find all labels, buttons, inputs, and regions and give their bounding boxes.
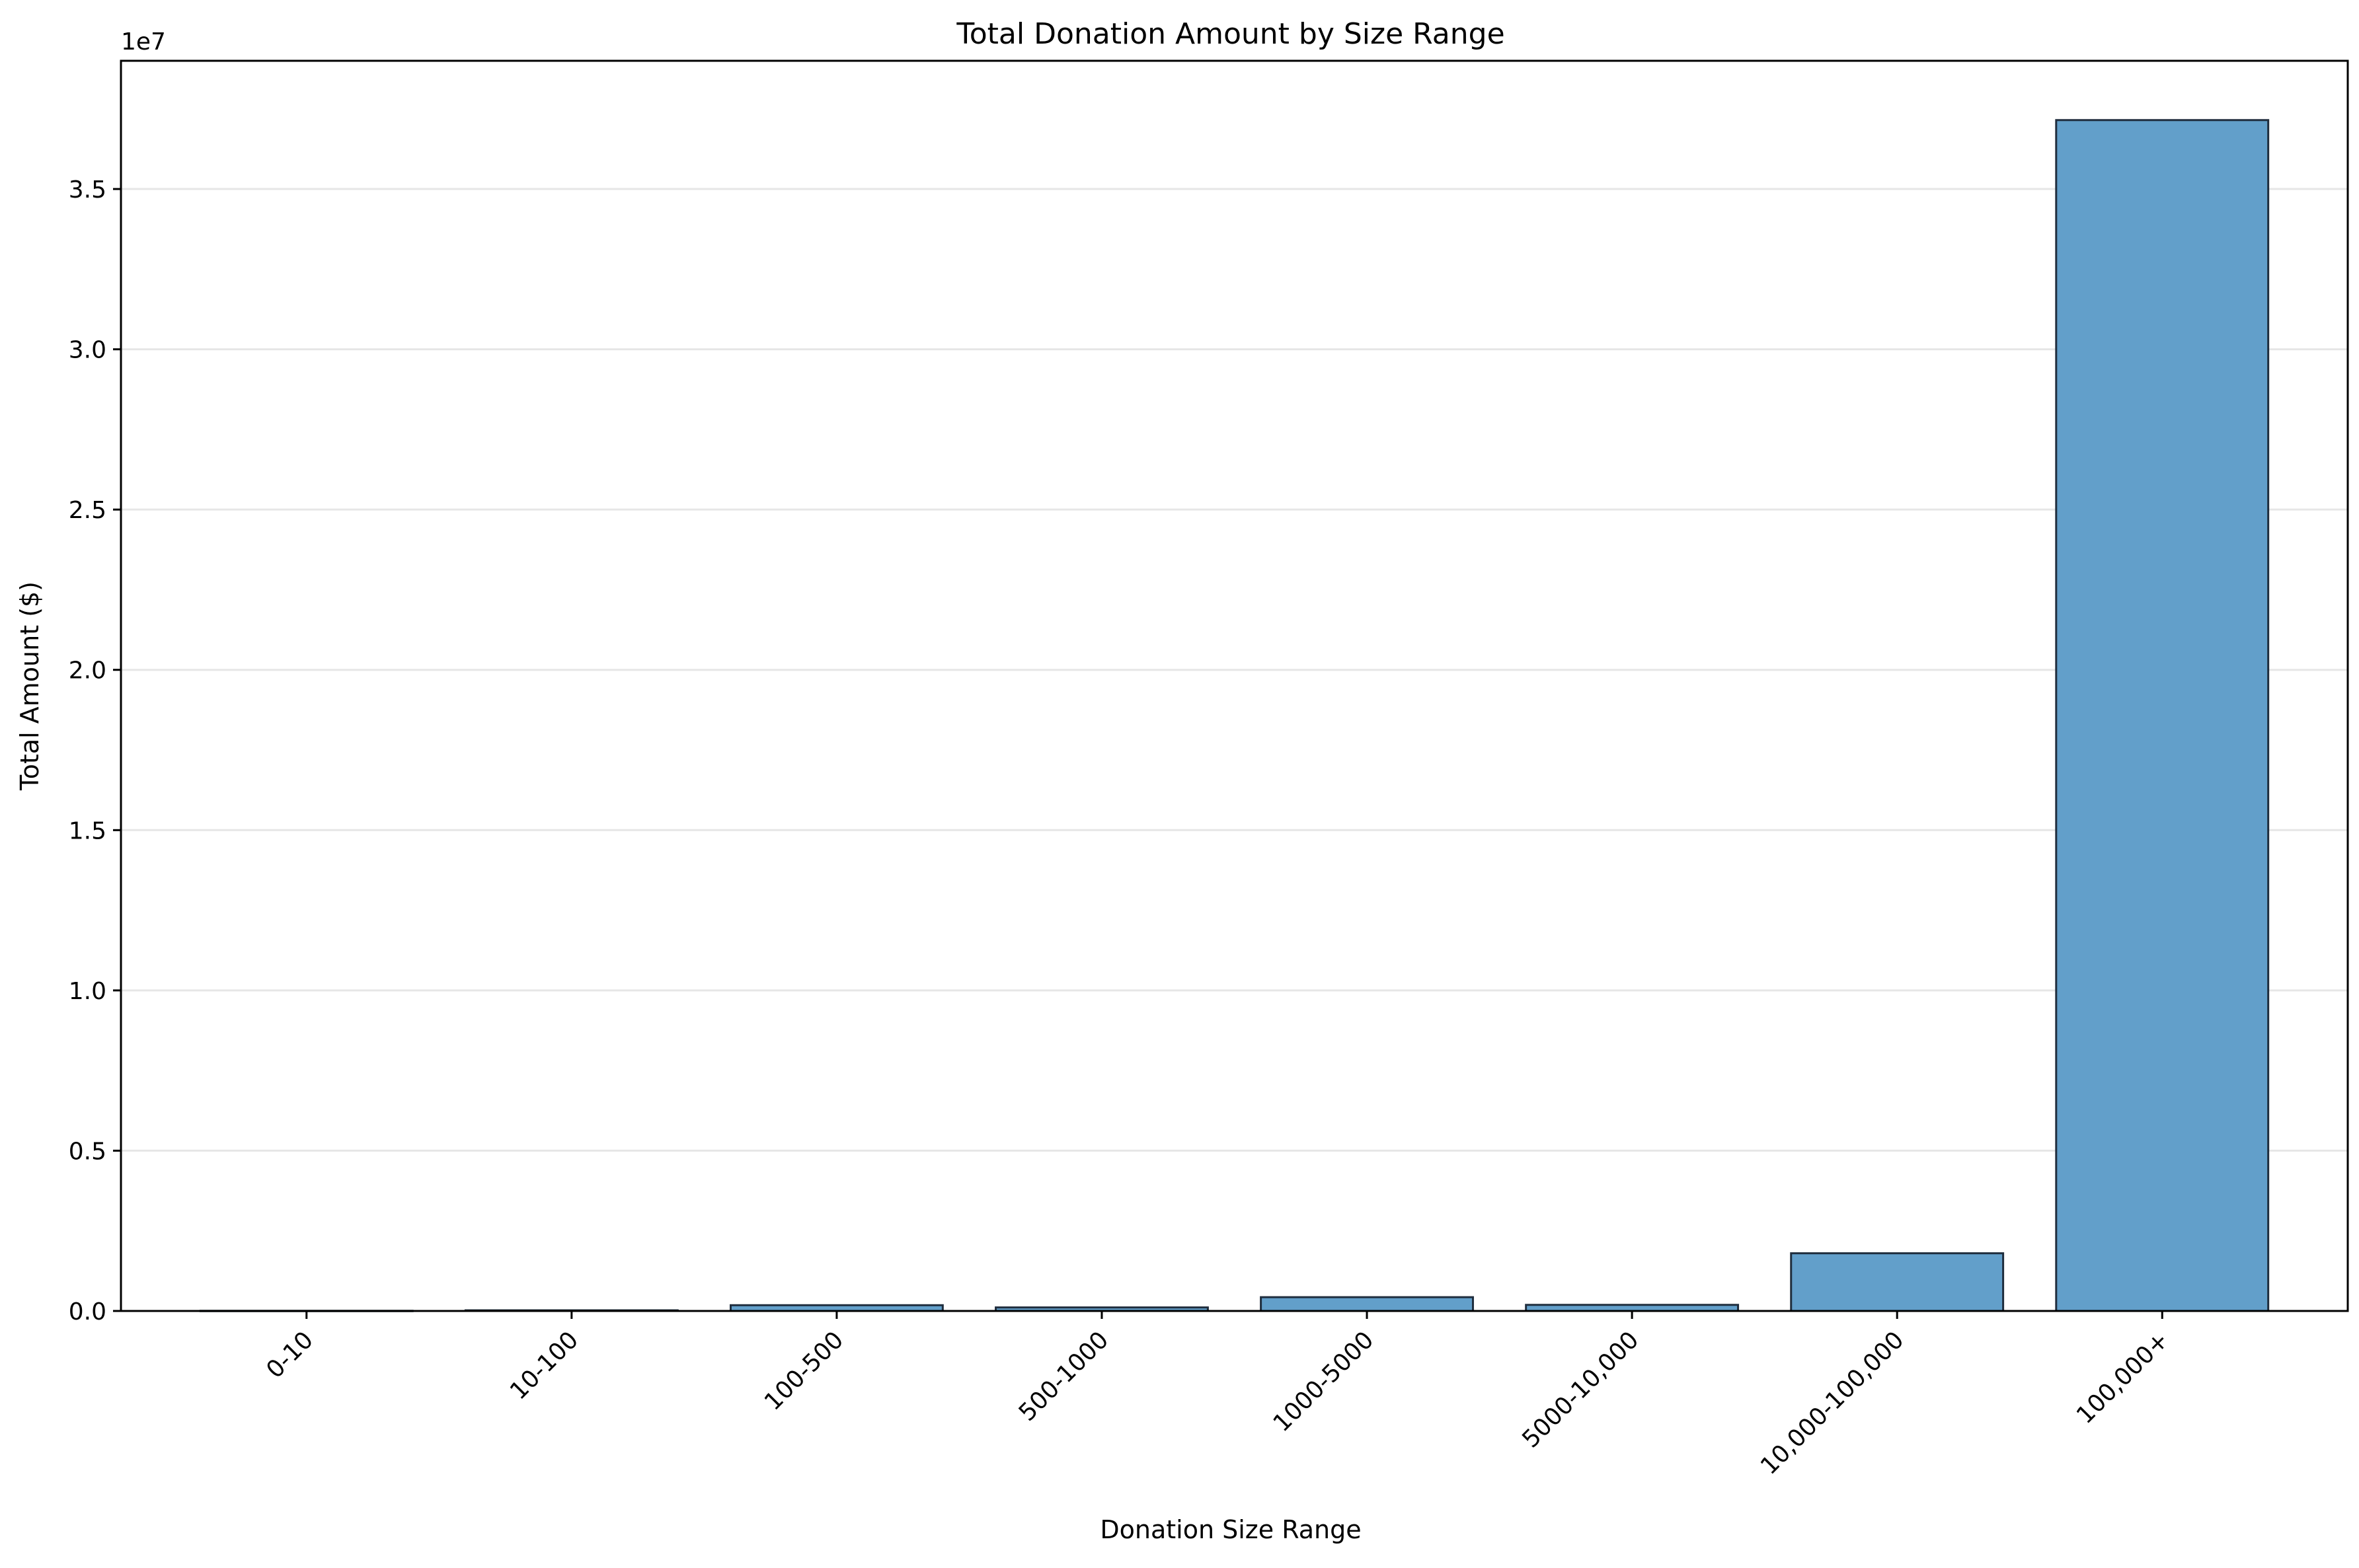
y-tick-label: 0.5 [69,1138,106,1165]
grid-lines [121,188,2348,1312]
x-axis-label: Donation Size Range [1100,1515,1361,1544]
bars [199,119,2270,1312]
x-tick-label: 1000-5000 [1268,1326,1379,1437]
bar [1790,1252,2005,1312]
y-tick-label: 1.5 [69,817,106,844]
x-tick-label: 5000-10,000 [1517,1326,1644,1453]
bar [2055,119,2270,1312]
y-tick-label: 2.0 [69,657,106,685]
x-axis-ticks: 0-10 10-100 100-500 500-1000 1000-5000 5000-1… [261,1311,2175,1480]
y-tick-label: 1.0 [69,978,106,1005]
y-axis-label: Total Amount ($) [15,581,44,791]
x-tick-label: 10,000-100,000 [1756,1326,1910,1480]
y-axis-offset-label: 1e7 [121,28,166,56]
plot-frame [120,59,2349,1312]
chart-title: Total Donation Amount by Size Range [956,17,1504,51]
x-tick-label: 10-100 [505,1326,584,1405]
y-axis-ticks: 0.0 0.5 1.0 1.5 2.0 2.5 3.0 3.5 [69,176,121,1325]
y-tick-label: 3.0 [69,337,106,364]
x-tick-label: 100-500 [759,1326,849,1415]
y-tick-label: 3.5 [69,176,106,204]
y-tick-label: 0.0 [69,1298,106,1325]
x-tick-label: 0-10 [261,1326,319,1384]
x-tick-label: 100,000+ [2071,1326,2175,1429]
y-tick-label: 2.5 [69,497,106,524]
bar [1260,1296,1474,1312]
x-tick-label: 500-1000 [1014,1326,1114,1427]
